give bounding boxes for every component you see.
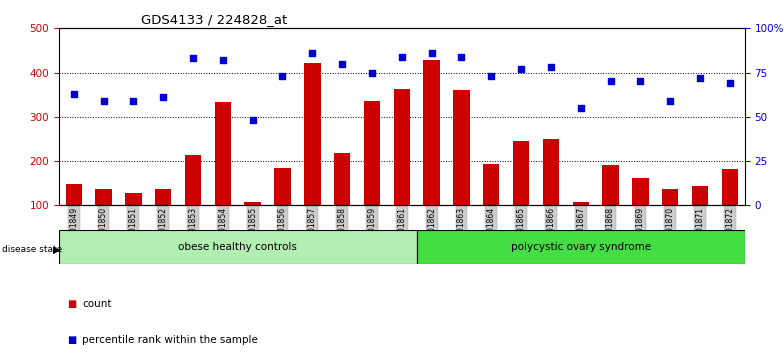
Point <box>246 118 259 123</box>
Bar <box>417 230 745 264</box>
Bar <box>632 178 648 205</box>
Bar <box>59 230 417 264</box>
Point <box>664 98 677 104</box>
Point <box>456 54 468 59</box>
Text: GDS4133 / 224828_at: GDS4133 / 224828_at <box>141 13 288 26</box>
Point <box>127 98 140 104</box>
Text: percentile rank within the sample: percentile rank within the sample <box>82 335 258 345</box>
Point <box>306 50 318 56</box>
Bar <box>423 60 440 205</box>
Bar <box>602 166 619 205</box>
Bar <box>394 88 410 205</box>
Bar <box>722 170 738 205</box>
Text: ■: ■ <box>67 335 76 345</box>
Text: count: count <box>82 299 112 309</box>
Point <box>276 73 289 79</box>
Point <box>187 56 199 61</box>
Point <box>157 95 169 100</box>
Point <box>604 79 617 84</box>
Bar <box>691 186 708 205</box>
Point <box>216 57 229 63</box>
Bar <box>96 189 112 205</box>
Point <box>336 61 348 67</box>
Point <box>426 50 438 56</box>
Bar <box>125 193 142 205</box>
Text: polycystic ovary syndrome: polycystic ovary syndrome <box>510 242 651 252</box>
Point <box>97 98 110 104</box>
Point <box>485 73 498 79</box>
Bar <box>453 90 470 205</box>
Bar <box>66 184 82 205</box>
Point <box>634 79 647 84</box>
Point <box>694 75 706 81</box>
Bar <box>662 189 678 205</box>
Bar <box>215 102 231 205</box>
Bar <box>334 153 350 205</box>
Point <box>515 66 528 72</box>
Point <box>365 70 378 75</box>
Point <box>545 64 557 70</box>
Bar <box>155 188 172 205</box>
Text: disease state: disease state <box>2 245 63 254</box>
Bar <box>543 139 559 205</box>
Bar <box>274 168 291 205</box>
Bar <box>245 202 261 205</box>
Text: obese healthy controls: obese healthy controls <box>178 242 297 252</box>
Bar <box>185 155 201 205</box>
Point <box>395 54 408 59</box>
Point <box>724 80 736 86</box>
Bar <box>483 164 499 205</box>
Bar <box>304 63 321 205</box>
Text: ■: ■ <box>67 299 76 309</box>
Point <box>67 91 80 97</box>
Bar <box>364 101 380 205</box>
Point <box>575 105 587 111</box>
Bar <box>572 202 589 205</box>
Text: ▶: ▶ <box>53 245 61 255</box>
Bar <box>513 141 529 205</box>
